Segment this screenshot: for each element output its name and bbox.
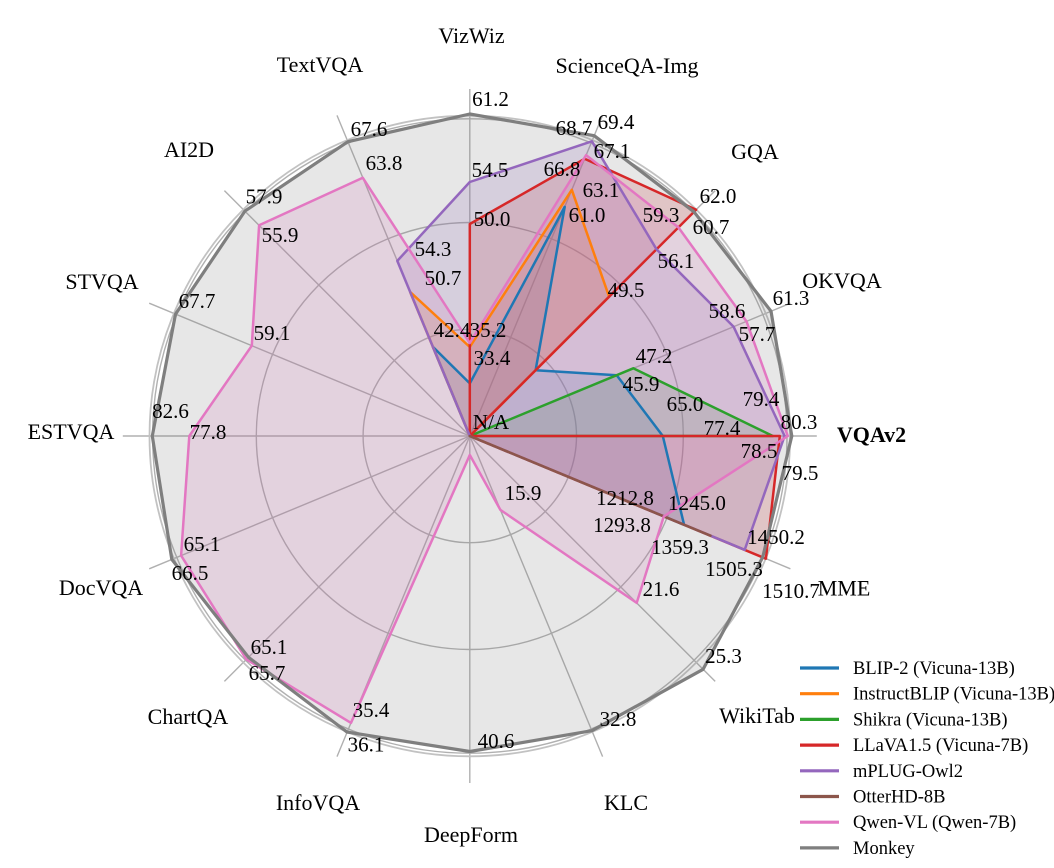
svg-text:54.3: 54.3	[415, 237, 452, 261]
svg-text:65.1: 65.1	[251, 635, 288, 659]
svg-text:67.7: 67.7	[179, 289, 216, 313]
svg-text:MME: MME	[818, 576, 871, 601]
svg-text:57.9: 57.9	[246, 185, 283, 209]
svg-text:InstructBLIP (Vicuna-13B): InstructBLIP (Vicuna-13B)	[853, 685, 1054, 705]
svg-text:21.6: 21.6	[643, 577, 680, 601]
svg-text:66.8: 66.8	[544, 157, 581, 181]
svg-text:63.8: 63.8	[366, 151, 403, 175]
svg-text:25.3: 25.3	[705, 644, 742, 668]
svg-text:1450.2: 1450.2	[747, 525, 805, 549]
svg-text:1293.8: 1293.8	[593, 513, 651, 537]
svg-text:VizWiz: VizWiz	[438, 23, 504, 48]
svg-text:54.5: 54.5	[472, 158, 509, 182]
svg-text:35.4: 35.4	[353, 698, 390, 722]
svg-text:55.9: 55.9	[262, 223, 299, 247]
svg-text:Monkey: Monkey	[853, 839, 915, 859]
svg-text:61.2: 61.2	[472, 87, 509, 111]
svg-text:61.3: 61.3	[773, 286, 810, 310]
svg-text:69.4: 69.4	[598, 110, 635, 134]
svg-text:47.2: 47.2	[636, 344, 673, 368]
svg-text:45.9: 45.9	[623, 372, 660, 396]
svg-text:BLIP-2 (Vicuna-13B): BLIP-2 (Vicuna-13B)	[853, 659, 1015, 679]
svg-text:77.8: 77.8	[190, 420, 227, 444]
svg-text:1212.8: 1212.8	[596, 486, 654, 510]
svg-text:15.9: 15.9	[505, 481, 542, 505]
svg-text:1245.0: 1245.0	[668, 491, 726, 515]
svg-text:80.3: 80.3	[781, 410, 818, 434]
svg-text:36.1: 36.1	[348, 733, 385, 757]
svg-text:67.6: 67.6	[351, 117, 388, 141]
svg-text:LLaVA1.5 (Vicuna-7B): LLaVA1.5 (Vicuna-7B)	[853, 736, 1028, 756]
svg-text:32.8: 32.8	[600, 707, 637, 731]
svg-text:40.6: 40.6	[478, 729, 515, 753]
svg-text:56.1: 56.1	[658, 249, 695, 273]
svg-text:1359.3: 1359.3	[651, 535, 709, 559]
svg-text:61.0: 61.0	[569, 203, 606, 227]
svg-text:65.1: 65.1	[184, 532, 221, 556]
svg-text:OKVQA: OKVQA	[802, 268, 882, 293]
svg-text:VQAv2: VQAv2	[837, 422, 906, 447]
svg-text:35.2: 35.2	[470, 318, 507, 342]
svg-text:79.5: 79.5	[782, 461, 819, 485]
svg-text:50.7: 50.7	[425, 266, 462, 290]
svg-text:49.5: 49.5	[608, 278, 645, 302]
svg-text:33.4: 33.4	[474, 346, 511, 370]
svg-text:59.3: 59.3	[643, 203, 680, 227]
svg-text:InfoVQA: InfoVQA	[276, 790, 360, 815]
svg-text:ChartQA: ChartQA	[148, 704, 229, 729]
svg-text:60.7: 60.7	[693, 215, 730, 239]
svg-text:68.7: 68.7	[556, 116, 593, 140]
svg-text:Qwen-VL (Qwen-7B): Qwen-VL (Qwen-7B)	[853, 813, 1016, 833]
svg-text:WikiTab: WikiTab	[719, 703, 795, 728]
svg-text:82.6: 82.6	[152, 399, 189, 423]
svg-text:66.5: 66.5	[172, 561, 209, 585]
svg-text:50.0: 50.0	[474, 207, 511, 231]
svg-text:ESTVQA: ESTVQA	[28, 419, 115, 444]
svg-text:N/A: N/A	[473, 410, 510, 434]
svg-text:STVQA: STVQA	[65, 269, 138, 294]
svg-text:67.1: 67.1	[594, 139, 631, 163]
svg-text:59.1: 59.1	[254, 321, 291, 345]
svg-text:65.7: 65.7	[249, 661, 286, 685]
svg-text:63.1: 63.1	[583, 178, 620, 202]
svg-text:TextVQA: TextVQA	[277, 52, 364, 77]
svg-text:ScienceQA-Img: ScienceQA-Img	[556, 53, 699, 78]
svg-text:77.4: 77.4	[704, 416, 741, 440]
svg-text:KLC: KLC	[604, 790, 648, 815]
svg-text:DeepForm: DeepForm	[424, 822, 518, 847]
svg-text:Shikra (Vicuna-13B): Shikra (Vicuna-13B)	[853, 710, 1008, 730]
svg-text:58.6: 58.6	[709, 299, 746, 323]
svg-text:57.7: 57.7	[739, 322, 776, 346]
svg-text:DocVQA: DocVQA	[59, 575, 143, 600]
svg-text:79.4: 79.4	[743, 387, 780, 411]
svg-text:1505.3: 1505.3	[705, 557, 763, 581]
svg-text:78.5: 78.5	[741, 439, 778, 463]
svg-text:AI2D: AI2D	[164, 137, 214, 162]
svg-text:62.0: 62.0	[700, 184, 737, 208]
svg-text:42.4: 42.4	[434, 318, 471, 342]
svg-text:65.0: 65.0	[667, 392, 704, 416]
svg-text:OtterHD-8B: OtterHD-8B	[853, 788, 945, 808]
svg-text:1510.7: 1510.7	[762, 579, 820, 603]
svg-text:GQA: GQA	[731, 139, 779, 164]
svg-text:mPLUG-Owl2: mPLUG-Owl2	[853, 762, 963, 782]
